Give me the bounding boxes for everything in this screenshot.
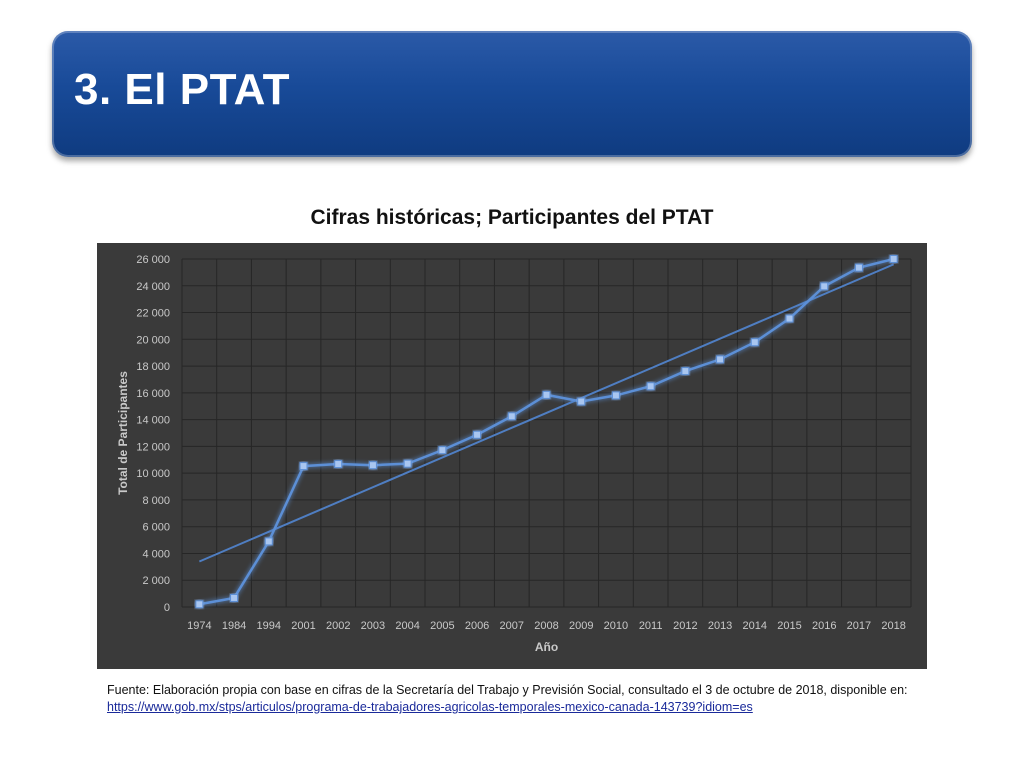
x-tick-label: 2001 (291, 620, 315, 632)
data-point (507, 412, 516, 421)
x-tick-label: 2012 (673, 620, 697, 632)
x-tick-label: 2004 (395, 620, 419, 632)
x-tick-label: 1974 (187, 620, 211, 632)
y-tick-label: 10 000 (136, 468, 170, 480)
x-tick-label: 1984 (222, 620, 246, 632)
source-note: Fuente: Elaboración propia con base en c… (107, 682, 927, 716)
chart-area: 0 2 000 4 000 6 000 8 000 10 000 12 000 14 000 1… (97, 243, 927, 669)
x-tick-label: 2002 (326, 620, 350, 632)
data-point (334, 460, 343, 469)
y-tick-label: 8 000 (142, 495, 170, 507)
y-tick-label: 20 000 (136, 334, 170, 346)
chart-title: Cifras históricas; Participantes del PTA… (310, 206, 714, 229)
y-tick-label: 2 000 (142, 575, 170, 587)
data-point (681, 367, 690, 376)
data-point (646, 382, 655, 391)
x-axis-ticks: 1974 1984 1994 2001 2002 2003 2004 2005 2006 2007… (187, 620, 906, 632)
y-tick-label: 16 000 (136, 388, 170, 400)
x-axis-label: Año (535, 640, 558, 654)
data-point (403, 459, 412, 468)
data-point (750, 338, 759, 347)
y-tick-label: 22 000 (136, 308, 170, 320)
x-tick-label: 2014 (743, 620, 767, 632)
x-tick-label: 2011 (639, 620, 663, 632)
y-tick-label: 24 000 (136, 281, 170, 293)
data-point (577, 397, 586, 406)
data-point (473, 430, 482, 439)
y-axis-ticks: 0 2 000 4 000 6 000 8 000 10 000 12 000 14 000 1… (136, 254, 170, 614)
x-tick-label: 2005 (430, 620, 454, 632)
slide-title: 3. El PTAT (74, 65, 291, 114)
data-markers (195, 255, 898, 609)
x-tick-label: 2008 (534, 620, 558, 632)
x-tick-label: 2018 (881, 620, 905, 632)
y-tick-label: 12 000 (136, 441, 170, 453)
data-point (611, 391, 620, 400)
x-tick-label: 2009 (569, 620, 593, 632)
y-tick-label: 18 000 (136, 361, 170, 373)
data-point (195, 600, 204, 609)
data-point (785, 314, 794, 323)
y-axis-label: Total de Participantes (116, 371, 130, 495)
data-point (820, 282, 829, 291)
x-tick-label: 2006 (465, 620, 489, 632)
trendline (198, 263, 895, 563)
data-point (299, 462, 308, 471)
line-chart: 0 2 000 4 000 6 000 8 000 10 000 12 000 14 000 1… (97, 243, 927, 669)
data-point (854, 263, 863, 272)
y-tick-label: 6 000 (142, 522, 170, 534)
y-tick-label: 4 000 (142, 548, 170, 560)
x-tick-label: 2016 (812, 620, 836, 632)
y-tick-label: 14 000 (136, 415, 170, 427)
data-point (438, 446, 447, 455)
x-tick-label: 2013 (708, 620, 732, 632)
x-tick-label: 2015 (777, 620, 801, 632)
x-tick-label: 2010 (604, 620, 628, 632)
y-tick-label: 26 000 (136, 254, 170, 266)
source-text: Fuente: Elaboración propia con base en c… (107, 683, 908, 697)
data-point (264, 537, 273, 546)
title-banner: 3. El PTAT (52, 31, 972, 157)
data-point (889, 255, 898, 264)
data-point (368, 461, 377, 470)
x-tick-label: 2003 (361, 620, 385, 632)
x-tick-label: 2007 (500, 620, 524, 632)
y-tick-label: 0 (164, 602, 170, 614)
source-link[interactable]: https://www.gob.mx/stps/articulos/progra… (107, 700, 753, 714)
x-tick-label: 2017 (847, 620, 871, 632)
data-point (542, 390, 551, 399)
data-point (230, 593, 239, 602)
data-point (716, 355, 725, 364)
x-tick-label: 1994 (257, 620, 281, 632)
gridlines (181, 258, 912, 608)
